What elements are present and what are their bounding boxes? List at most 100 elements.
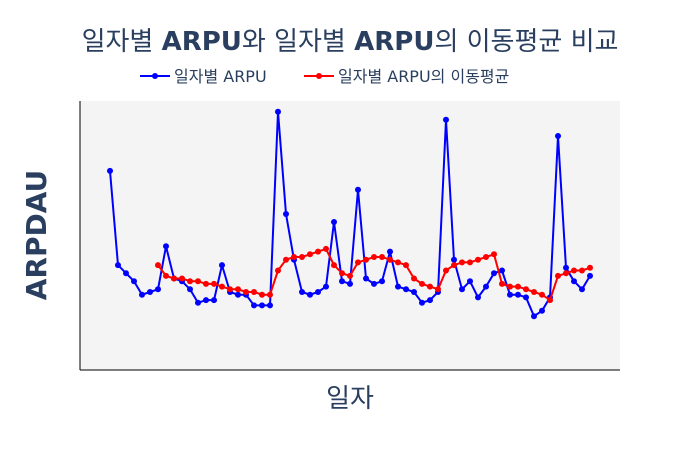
data-point	[443, 267, 449, 274]
data-point	[219, 262, 225, 269]
data-point	[555, 133, 561, 139]
data-point	[459, 259, 465, 266]
data-point	[323, 245, 329, 252]
data-point	[203, 297, 209, 304]
data-point	[275, 108, 281, 115]
data-point	[443, 116, 449, 123]
chart-title-part: 의 이동평균 비교	[434, 27, 618, 57]
data-point	[219, 283, 225, 290]
data-point	[435, 286, 441, 293]
data-point	[483, 283, 489, 290]
data-point	[531, 313, 537, 320]
data-point	[163, 243, 169, 250]
data-point	[475, 294, 481, 301]
data-point	[259, 302, 265, 309]
data-point	[195, 278, 201, 285]
legend-label: 일자별 ARPU	[174, 67, 267, 86]
chart-title-part: 일자별	[82, 27, 162, 57]
data-point	[211, 280, 217, 287]
data-point	[267, 291, 273, 298]
data-point	[331, 219, 337, 225]
data-point	[419, 280, 425, 287]
data-point	[251, 302, 257, 309]
data-point	[315, 289, 321, 295]
legend-item: 일자별 ARPU	[140, 67, 267, 86]
data-point	[483, 254, 489, 260]
data-point	[227, 286, 233, 293]
data-point	[187, 286, 193, 293]
legend-item: 일자별 ARPU의 이동평균	[304, 67, 509, 86]
data-point	[579, 267, 585, 274]
data-point	[179, 275, 185, 282]
data-point	[299, 254, 305, 260]
data-point	[139, 291, 145, 298]
data-point	[451, 256, 457, 263]
data-point	[203, 280, 209, 287]
data-point	[355, 259, 361, 266]
y-axis-title: ARPDAU	[20, 170, 53, 301]
data-point	[499, 280, 505, 287]
data-point	[243, 289, 249, 295]
data-point	[107, 167, 113, 174]
data-point	[379, 278, 385, 285]
data-point	[379, 254, 385, 260]
data-point	[363, 275, 369, 282]
data-point	[531, 289, 537, 295]
data-point	[587, 264, 593, 271]
chart-title: 일자별 ARPU와 일자별 ARPU의 이동평균 비교	[82, 27, 619, 57]
legend-swatch-marker	[316, 73, 322, 79]
data-point	[235, 286, 241, 293]
data-point	[123, 270, 129, 277]
data-point	[419, 299, 425, 306]
data-point	[571, 267, 577, 274]
data-point	[547, 297, 553, 304]
data-point	[387, 256, 393, 263]
data-point	[563, 270, 569, 277]
data-point	[507, 283, 513, 290]
data-point	[411, 289, 417, 295]
data-point	[339, 270, 345, 277]
data-point	[403, 262, 409, 269]
data-point	[195, 299, 201, 306]
data-point	[291, 254, 297, 260]
data-point	[427, 283, 433, 290]
data-point	[579, 286, 585, 293]
data-point	[571, 278, 577, 285]
series-1	[107, 108, 593, 320]
data-point	[307, 291, 313, 298]
data-point	[467, 259, 473, 266]
data-point	[171, 275, 177, 282]
data-point	[283, 256, 289, 263]
legend: 일자별 ARPU 일자별 ARPU의 이동평균	[140, 67, 509, 86]
data-point	[363, 256, 369, 263]
legend-swatch-marker	[152, 73, 158, 79]
data-point	[555, 272, 561, 279]
data-point	[491, 251, 497, 258]
data-point	[467, 278, 473, 285]
data-point	[507, 291, 513, 298]
data-point	[395, 259, 401, 266]
data-point	[307, 251, 313, 258]
data-point	[131, 278, 137, 285]
data-point	[347, 272, 353, 279]
data-point	[155, 262, 161, 269]
data-point	[515, 283, 521, 290]
legend-label: 일자별 ARPU의 이동평균	[338, 67, 509, 86]
data-point	[283, 211, 289, 217]
data-point	[371, 280, 377, 287]
data-point	[387, 248, 393, 255]
data-point	[355, 186, 361, 193]
data-point	[523, 286, 529, 293]
data-point	[427, 297, 433, 304]
data-point	[475, 256, 481, 263]
data-point	[539, 291, 545, 298]
data-point	[403, 286, 409, 293]
data-point	[515, 291, 521, 298]
data-point	[235, 291, 241, 298]
data-point	[539, 307, 545, 314]
data-point	[451, 262, 457, 269]
x-axis-title: 일자	[326, 384, 374, 414]
plot-area	[80, 101, 620, 370]
data-point	[523, 294, 529, 301]
data-point	[499, 267, 505, 274]
